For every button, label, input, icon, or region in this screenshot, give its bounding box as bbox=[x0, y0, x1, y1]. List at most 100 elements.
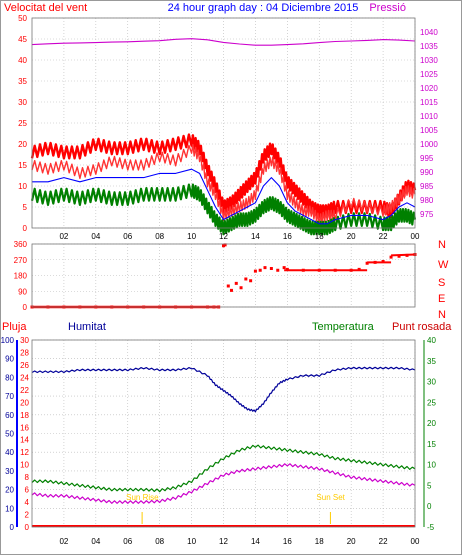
rain-y-tick-label: 40 bbox=[5, 448, 14, 457]
rain-y-tick-label: 60 bbox=[5, 411, 14, 420]
wind-y-tick-label: 45 bbox=[18, 35, 27, 44]
pressure-y-tick-label: 1020 bbox=[420, 84, 438, 93]
pressure-y-tick-label: 1030 bbox=[420, 56, 438, 65]
chart-title: 24 hour graph day : 04 Diciembre 2015 bbox=[168, 2, 359, 14]
temperature-y-tick-label: 5 bbox=[427, 481, 432, 490]
direction-y-tick-label: 360 bbox=[14, 240, 28, 249]
pressure-y-tick-label: 975 bbox=[420, 210, 434, 219]
x-tick-label-top: 02 bbox=[59, 232, 68, 241]
x-tick-label-bottom: 04 bbox=[91, 537, 100, 546]
x-tick-label-top: 06 bbox=[123, 232, 132, 241]
wind-y-tick-label: 0 bbox=[23, 224, 28, 233]
pressure-y-tick-label: 1035 bbox=[420, 42, 438, 51]
pressure-series bbox=[31, 38, 416, 46]
tick-labels-layer: 0510152025303540455097598098599099510001… bbox=[1, 14, 449, 546]
x-tick-label-bottom: 18 bbox=[315, 537, 324, 546]
rain-y-tick-label: 0 bbox=[10, 523, 15, 532]
wind-y-tick-label: 5 bbox=[23, 203, 28, 212]
temperature-y-tick-label: 25 bbox=[427, 398, 436, 407]
pressure-y-tick-label: 985 bbox=[420, 182, 434, 191]
humidity-title: Humitat bbox=[68, 321, 106, 333]
direction-point bbox=[223, 243, 227, 247]
x-tick-label-top: 10 bbox=[187, 232, 196, 241]
direction-point bbox=[226, 284, 230, 288]
direction-point bbox=[244, 277, 248, 281]
x-tick-label-top: 14 bbox=[251, 232, 260, 241]
humidity-y-tick-label: 8 bbox=[25, 473, 30, 482]
dew-point-title: Punt rosada bbox=[392, 321, 452, 333]
direction-point bbox=[397, 254, 401, 258]
wind-speed-title: Velocitat del vent bbox=[4, 2, 87, 14]
direction-point bbox=[282, 266, 286, 270]
x-tick-label-top: 16 bbox=[283, 232, 292, 241]
x-tick-label-bottom: 08 bbox=[155, 537, 164, 546]
wind-y-tick-label: 30 bbox=[18, 98, 27, 107]
x-tick-label-top: 20 bbox=[347, 232, 356, 241]
temperature-y-tick-label: 15 bbox=[427, 440, 436, 449]
direction-point bbox=[253, 269, 257, 273]
pressure-title: Pressió bbox=[369, 2, 406, 14]
pressure-y-tick-label: 1040 bbox=[420, 28, 438, 37]
rain-y-tick-label: 50 bbox=[5, 430, 14, 439]
wind-y-tick-label: 20 bbox=[18, 140, 27, 149]
wind-y-tick-label: 10 bbox=[18, 182, 27, 191]
direction-run-3 bbox=[391, 253, 416, 257]
x-tick-label-bottom: 20 bbox=[347, 537, 356, 546]
humidity-y-tick-label: 16 bbox=[20, 423, 29, 432]
sunset-label: Sun Set bbox=[316, 493, 345, 502]
direction-point bbox=[239, 286, 243, 290]
wind-average-series bbox=[32, 168, 416, 225]
x-tick-label-top: 12 bbox=[219, 232, 228, 241]
wind-y-tick-label: 40 bbox=[18, 56, 27, 65]
x-tick-label-bottom: 02 bbox=[59, 537, 68, 546]
direction-y-tick-label: 270 bbox=[14, 256, 28, 265]
humidity-y-tick-label: 22 bbox=[20, 386, 29, 395]
direction-point bbox=[263, 266, 267, 270]
x-tick-label-bottom: 10 bbox=[187, 537, 196, 546]
dew-point-series bbox=[31, 463, 416, 504]
x-tick-label-bottom: 12 bbox=[219, 537, 228, 546]
climate-panel-frame bbox=[31, 339, 416, 528]
rain-y-tick-label: 30 bbox=[5, 467, 14, 476]
axes-layer bbox=[16, 17, 425, 528]
pressure-y-tick-label: 995 bbox=[420, 154, 434, 163]
rain-y-tick-label: 10 bbox=[5, 504, 14, 513]
direction-point bbox=[276, 268, 280, 272]
wind-speed-series bbox=[31, 143, 416, 226]
humidity-y-tick-label: 18 bbox=[20, 411, 29, 420]
direction-y-tick-label: 0 bbox=[23, 303, 28, 312]
temperature-y-tick-label: 10 bbox=[427, 461, 436, 470]
temperature-y-tick-label: -5 bbox=[427, 523, 435, 532]
humidity-y-tick-label: 20 bbox=[20, 398, 29, 407]
x-tick-label-bottom: 00 bbox=[411, 537, 420, 546]
x-tick-label-bottom: 22 bbox=[379, 537, 388, 546]
humidity-y-tick-label: 10 bbox=[20, 461, 29, 470]
humidity-series bbox=[31, 366, 416, 413]
temperature-y-tick-label: 35 bbox=[427, 357, 436, 366]
direction-point bbox=[222, 244, 225, 248]
rain-y-tick-label: 80 bbox=[5, 373, 14, 382]
direction-point bbox=[258, 268, 262, 272]
direction-panel-frame bbox=[31, 243, 416, 308]
x-tick-label-top: 04 bbox=[91, 232, 100, 241]
humidity-y-tick-label: 30 bbox=[20, 336, 29, 345]
pressure-y-tick-label: 1025 bbox=[420, 70, 438, 79]
x-tick-label-top: 22 bbox=[379, 232, 388, 241]
rain-y-tick-label: 20 bbox=[5, 486, 14, 495]
temperature-title: Temperatura bbox=[312, 321, 375, 333]
rain-y-tick-label: 100 bbox=[1, 336, 15, 345]
x-tick-label-top: 08 bbox=[155, 232, 164, 241]
humidity-y-tick-label: 0 bbox=[25, 523, 30, 532]
direction-y-tick-label: 90 bbox=[18, 287, 27, 296]
humidity-y-tick-label: 26 bbox=[20, 361, 29, 370]
direction-point bbox=[229, 288, 233, 292]
x-tick-label-top: 18 bbox=[315, 232, 324, 241]
pressure-y-tick-label: 1005 bbox=[420, 126, 438, 135]
pressure-y-tick-label: 1010 bbox=[420, 112, 438, 121]
sunrise-label: Sun Rise bbox=[126, 493, 159, 502]
wind-y-tick-label: 25 bbox=[18, 119, 27, 128]
compass-label: N bbox=[438, 239, 446, 251]
x-tick-label-bottom: 16 bbox=[283, 537, 292, 546]
compass-label: W bbox=[438, 259, 449, 271]
